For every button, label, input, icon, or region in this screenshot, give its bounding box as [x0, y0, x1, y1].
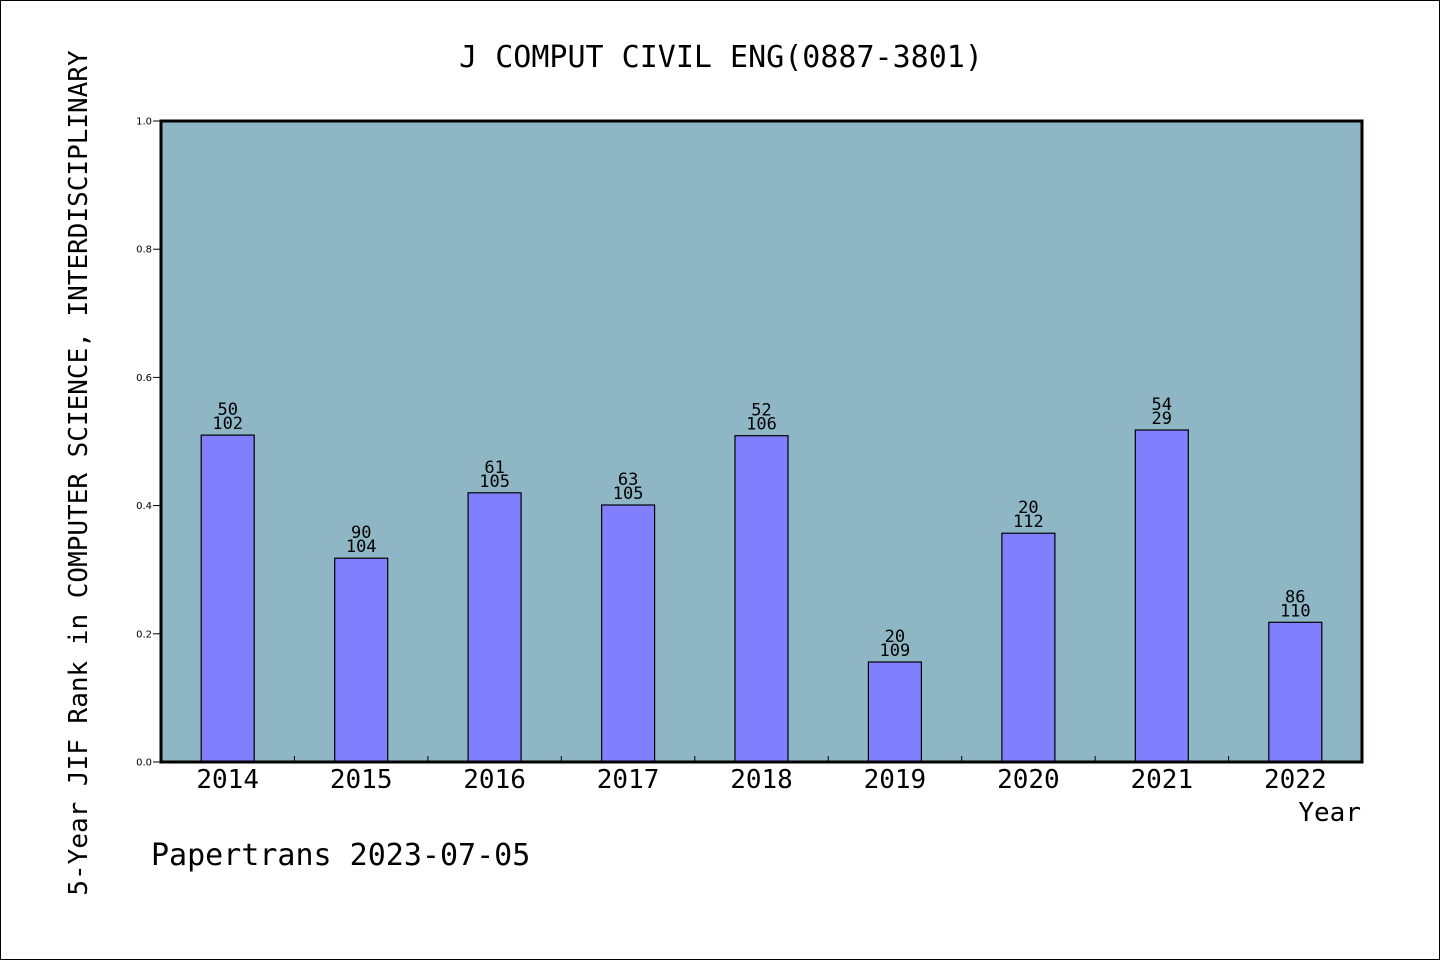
plot-frame: [159, 119, 1364, 764]
x-tick-label: 2020: [997, 765, 1060, 795]
x-tick-label: 2021: [1130, 765, 1193, 795]
y-tick-label: 0.6: [136, 373, 152, 384]
bar-total-label: 105: [479, 472, 510, 492]
bar-total-label: 105: [613, 484, 644, 504]
chart-title: J COMPUT CIVIL ENG(0887-3801): [459, 40, 983, 75]
bar-rank-label: 90: [351, 523, 371, 543]
x-tick-label: 2018: [730, 765, 793, 795]
x-axis-ticks: 2014 2015 2016 2017 2018 2019 2020 2021 2022: [196, 756, 1327, 795]
bar-2018: [734, 435, 789, 763]
x-tick-label: 2015: [330, 765, 393, 795]
bar-total-label: 102: [212, 414, 243, 434]
y-axis-ticks: 0.0 0.2 0.4 0.6 0.8 1.0: [136, 117, 161, 769]
bar-total-label: 109: [880, 641, 911, 661]
bar-rank-label: 50: [217, 400, 237, 420]
bar-2014: [200, 434, 255, 763]
y-axis-label: 5-Year JIF Rank in COMPUTER SCIENCE, INT…: [64, 50, 94, 896]
bars-group: [200, 429, 1323, 763]
bar-2021: [1134, 429, 1189, 763]
bar-rank-label: 52: [751, 401, 771, 421]
y-tick-label: 0.4: [136, 501, 152, 512]
x-tick-label: 2022: [1264, 765, 1327, 795]
bar-2020: [1001, 532, 1056, 763]
bar-2019: [867, 661, 923, 763]
bar-total-label: 29: [1152, 409, 1172, 429]
bar-rank-label: 54: [1152, 395, 1172, 415]
bar-rank-label: 86: [1285, 587, 1305, 607]
y-tick-label: 1.0: [136, 117, 152, 128]
x-axis-label: Year: [1298, 798, 1361, 828]
x-tick-label: 2017: [597, 765, 660, 795]
y-tick-label: 0.2: [136, 629, 152, 640]
x-tick-label: 2014: [196, 765, 259, 795]
y-tick-label: 0.8: [136, 245, 152, 256]
bar-2017: [600, 504, 656, 763]
bar-total-label: 112: [1013, 512, 1044, 532]
bar-total-label: 104: [346, 537, 377, 557]
bar-rank-label: 20: [1018, 498, 1038, 518]
y-tick-label: 0.0: [136, 758, 152, 769]
bar-2015: [334, 557, 389, 763]
bar-rank-label: 61: [484, 458, 504, 478]
bar-rank-label: 20: [885, 627, 905, 647]
bar-total-label: 106: [746, 415, 777, 435]
x-tick-label: 2016: [463, 765, 526, 795]
bar-2022: [1268, 621, 1323, 763]
bar-rank-label: 63: [618, 470, 638, 490]
bar-total-label: 110: [1280, 601, 1311, 621]
bar-2016: [467, 492, 522, 763]
footer-text: Papertrans 2023-07-05: [151, 838, 530, 873]
x-tick-label: 2019: [864, 765, 927, 795]
